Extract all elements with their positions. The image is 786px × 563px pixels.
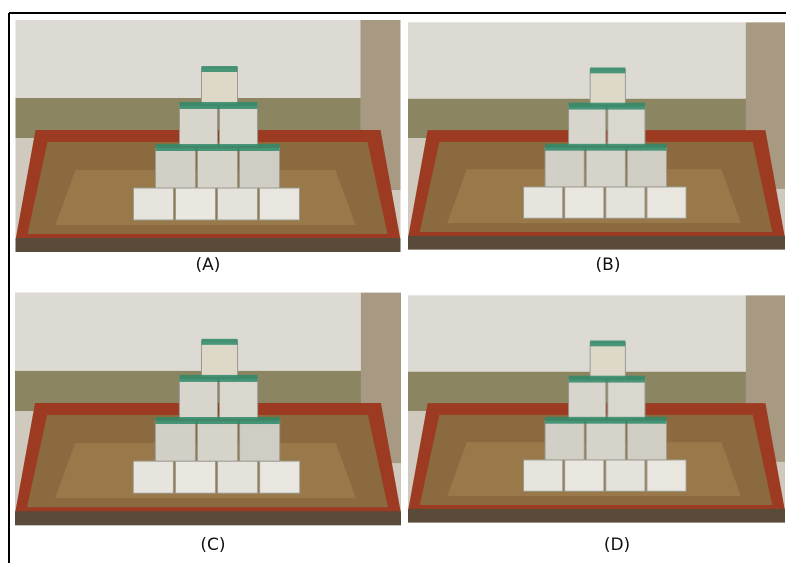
- photo: [408, 294, 785, 524]
- panel-label: (C): [200, 535, 225, 555]
- panel-label: (D): [604, 535, 630, 555]
- photo: [15, 20, 401, 252]
- frame: [8, 12, 786, 563]
- panel-label: (B): [596, 255, 621, 275]
- panel-label: (A): [196, 255, 221, 275]
- photo: [408, 21, 785, 251]
- photo: [15, 292, 401, 526]
